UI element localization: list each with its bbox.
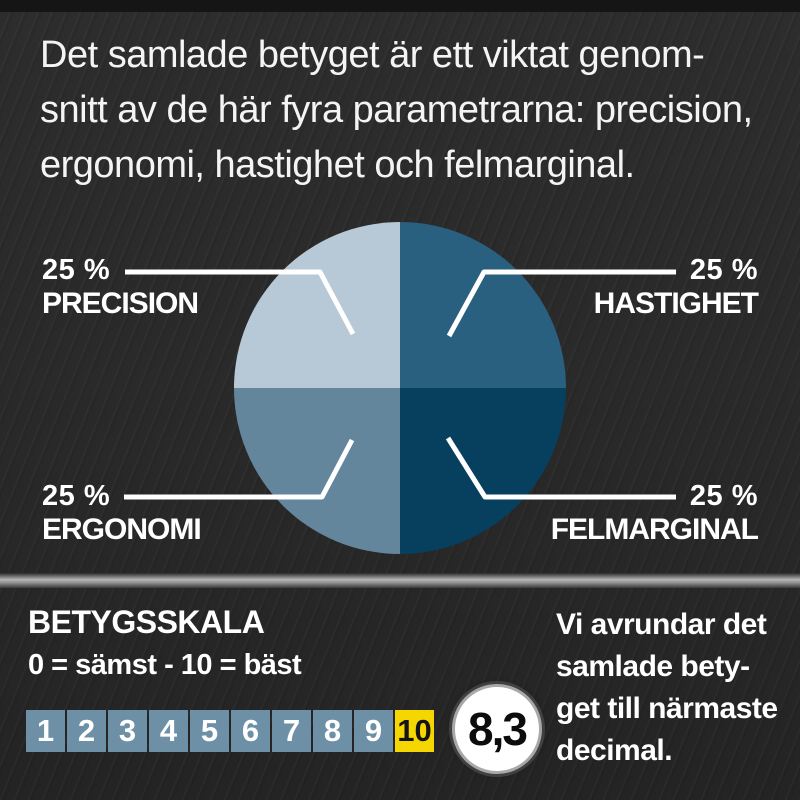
hastighet-percent: 25 % xyxy=(689,254,758,286)
pie-slice-hastighet xyxy=(400,222,566,388)
pie-slice-felmarginal xyxy=(400,388,566,554)
rating-scale-row: 1 2 3 4 5 6 7 8 9 10 xyxy=(26,710,434,752)
note-line-3: get till närmaste xyxy=(556,692,778,725)
intro-line-1: Det samlade betyget är ett viktat genom- xyxy=(40,34,705,76)
rating-scale-subtitle: 0 = sämst - 10 = bäst xyxy=(28,649,302,681)
scale-box-1: 1 xyxy=(26,710,65,752)
intro-text: Det samlade betyget är ett viktat genom-… xyxy=(40,28,770,193)
scale-box-4: 4 xyxy=(149,710,188,752)
note-line-1: Vi avrundar det xyxy=(556,608,767,641)
pie-slice-ergonomi xyxy=(234,388,400,554)
felmarginal-percent: 25 % xyxy=(689,480,758,512)
callout-line-ergonomi xyxy=(124,438,355,500)
scale-box-3: 3 xyxy=(108,710,147,752)
callout-line-felmarginal xyxy=(445,436,676,500)
callout-line-precision xyxy=(125,269,356,336)
precision-name: PRECISION xyxy=(42,287,199,320)
score-value: 8,3 xyxy=(468,703,528,755)
scale-box-9: 9 xyxy=(354,710,393,752)
ergonomi-percent: 25 % xyxy=(42,480,111,512)
intro-line-3: ergonomi, hastighet och felmarginal. xyxy=(40,144,635,186)
label-felmarginal: 25 % FELMARGINAL xyxy=(550,479,759,546)
label-hastighet: 25 % HASTIGHET xyxy=(593,253,759,320)
precision-percent: 25 % xyxy=(42,254,111,286)
felmarginal-name: FELMARGINAL xyxy=(550,513,759,546)
rating-scale-title: BETYGSSKALA xyxy=(28,604,265,640)
scale-box-5: 5 xyxy=(190,710,229,752)
intro-line-2: snitt av de här fyra parametrarna: preci… xyxy=(40,89,753,131)
note-line-2: samlade bety- xyxy=(556,650,750,683)
scale-box-6: 6 xyxy=(231,710,270,752)
top-edge-bar xyxy=(0,0,800,12)
label-ergonomi: 25 % ERGONOMI xyxy=(42,479,202,546)
hastighet-name: HASTIGHET xyxy=(593,287,759,320)
score-badge: 8,3 xyxy=(452,684,542,774)
note-line-4: decimal. xyxy=(556,734,673,767)
scale-box-7: 7 xyxy=(272,710,311,752)
scale-box-8: 8 xyxy=(313,710,352,752)
scale-box-10-highlighted: 10 xyxy=(395,710,434,752)
callout-line-hastighet xyxy=(446,269,676,338)
section-divider-bar xyxy=(0,573,800,588)
label-precision: 25 % PRECISION xyxy=(42,253,199,320)
scale-box-2: 2 xyxy=(67,710,106,752)
pie-slice-precision xyxy=(234,222,400,388)
ergonomi-name: ERGONOMI xyxy=(42,513,202,546)
rounding-note: Vi avrundar det samlade bety- get till n… xyxy=(556,604,794,772)
